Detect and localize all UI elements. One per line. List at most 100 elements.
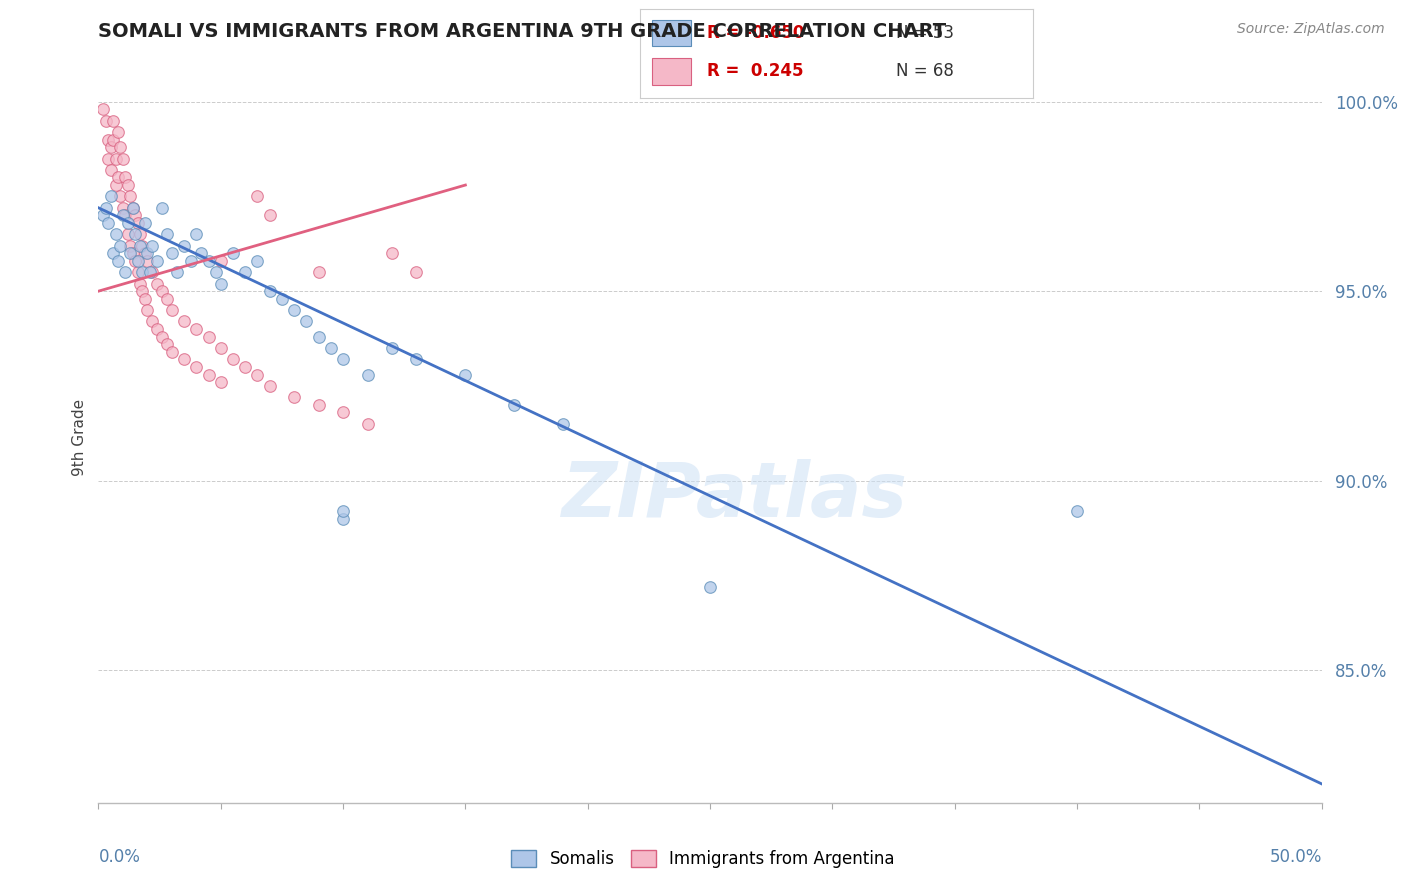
Point (319, 341, 342, 355)
Point (117, 178, 139, 192)
Point (356, 368, 378, 382)
Point (121, 201, 143, 215)
Point (150, 201, 173, 215)
Point (97, 152, 120, 166)
Point (150, 284, 173, 298)
Y-axis label: 9th Grade: 9th Grade (72, 399, 87, 475)
Text: R =  0.245: R = 0.245 (707, 62, 803, 80)
Point (141, 238, 163, 252)
Point (146, 277, 169, 291)
Point (166, 265, 188, 279)
Point (111, 208, 134, 222)
Point (120, 238, 142, 252)
Point (246, 189, 269, 203)
Point (127, 216, 149, 230)
Point (120, 246, 142, 260)
Point (233, 359, 256, 374)
Point (94, 201, 117, 215)
Point (222, 246, 245, 260)
Point (107, 170, 129, 185)
Point (110, 189, 132, 203)
Point (259, 379, 281, 393)
Point (295, 314, 318, 328)
FancyBboxPatch shape (651, 58, 690, 85)
Text: R = -0.650: R = -0.650 (707, 24, 804, 42)
Point (209, 341, 232, 355)
Point (259, 208, 281, 222)
Point (91, 208, 114, 222)
Point (405, 352, 427, 367)
Point (100, 189, 122, 203)
Point (110, 140, 132, 154)
Point (100, 140, 122, 154)
FancyBboxPatch shape (651, 20, 690, 46)
Point (124, 253, 146, 268)
Point (146, 322, 169, 336)
Point (197, 368, 219, 382)
Point (131, 265, 153, 279)
Point (186, 359, 208, 374)
Point (156, 227, 179, 242)
Point (246, 368, 269, 382)
Point (209, 277, 232, 291)
Point (1066, 504, 1088, 518)
Point (332, 504, 354, 518)
Point (120, 189, 142, 203)
Point (129, 277, 152, 291)
Text: SOMALI VS IMMIGRANTS FROM ARGENTINA 9TH GRADE CORRELATION CHART: SOMALI VS IMMIGRANTS FROM ARGENTINA 9TH … (98, 22, 946, 41)
Point (699, 580, 721, 594)
Point (117, 227, 139, 242)
Point (246, 253, 269, 268)
Point (233, 265, 256, 279)
Point (101, 132, 124, 146)
Point (283, 390, 305, 404)
Point (114, 208, 136, 222)
Point (141, 265, 163, 279)
Point (146, 253, 169, 268)
Point (156, 292, 179, 306)
Point (308, 398, 330, 412)
Point (136, 253, 159, 268)
Point (94, 113, 117, 128)
Point (139, 265, 162, 279)
Point (124, 208, 146, 222)
Text: N = 68: N = 68 (896, 62, 953, 80)
Point (134, 216, 156, 230)
Point (283, 303, 305, 318)
Point (131, 284, 153, 298)
Point (124, 227, 146, 242)
Point (503, 398, 526, 412)
Point (173, 352, 195, 367)
Point (111, 201, 134, 215)
Point (104, 227, 127, 242)
Point (190, 246, 212, 260)
Point (131, 238, 153, 252)
Text: 0.0%: 0.0% (98, 848, 141, 866)
Point (308, 329, 330, 343)
Point (111, 152, 134, 166)
Point (186, 227, 208, 242)
Point (405, 265, 427, 279)
Point (107, 253, 129, 268)
Point (356, 417, 378, 431)
Point (127, 265, 149, 279)
Point (121, 201, 143, 215)
Point (160, 303, 183, 318)
Point (381, 246, 404, 260)
Point (107, 125, 129, 139)
Point (270, 292, 294, 306)
Point (381, 341, 404, 355)
Point (104, 152, 127, 166)
Text: N = 53: N = 53 (896, 24, 953, 42)
Point (121, 246, 143, 260)
Point (173, 314, 195, 328)
Point (308, 265, 330, 279)
Point (134, 246, 156, 260)
Point (332, 405, 354, 419)
Point (197, 253, 219, 268)
Legend: Somalis, Immigrants from Argentina: Somalis, Immigrants from Argentina (505, 843, 901, 875)
Point (173, 238, 195, 252)
Point (129, 238, 152, 252)
Point (160, 246, 183, 260)
Point (127, 253, 149, 268)
